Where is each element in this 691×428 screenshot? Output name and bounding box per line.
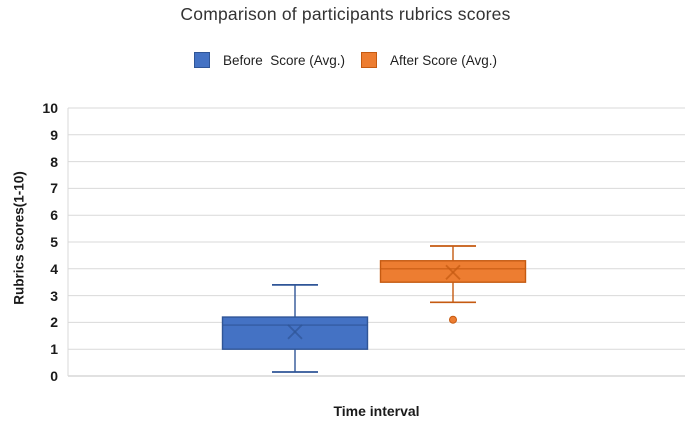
y-tick-label: 1 <box>50 341 58 358</box>
y-tick-label: 8 <box>50 153 58 170</box>
y-tick-label: 6 <box>50 207 58 224</box>
y-tick-label: 4 <box>50 260 58 277</box>
x-axis-title: Time interval <box>333 403 420 419</box>
chart-title: Comparison of participants rubrics score… <box>180 4 511 24</box>
y-axis-title: Rubrics scores(1-10) <box>11 171 27 305</box>
legend-item-before: Before Score (Avg.) <box>193 52 345 68</box>
legend-item-after: After Score (Avg.) <box>361 52 497 68</box>
box-before <box>221 316 369 350</box>
mean-marker <box>445 264 461 280</box>
legend: Before Score (Avg.) After Score (Avg.) <box>0 52 691 68</box>
legend-label-before: Before Score (Avg.) <box>222 52 345 68</box>
y-tick-label: 9 <box>50 126 58 143</box>
legend-label-after: After Score (Avg.) <box>390 52 498 68</box>
y-tick-label: 3 <box>50 287 58 304</box>
mean-marker <box>287 324 303 340</box>
legend-swatch-after <box>361 52 377 68</box>
y-tick-label: 10 <box>42 100 58 116</box>
y-tick-label: 0 <box>50 368 58 384</box>
y-tick-label: 2 <box>50 314 58 331</box>
y-tick-label: 7 <box>50 180 58 197</box>
plot-area <box>67 107 685 377</box>
y-tick-label: 5 <box>50 234 58 250</box>
legend-swatch-before <box>193 52 210 68</box>
outlier-point <box>449 315 457 324</box>
